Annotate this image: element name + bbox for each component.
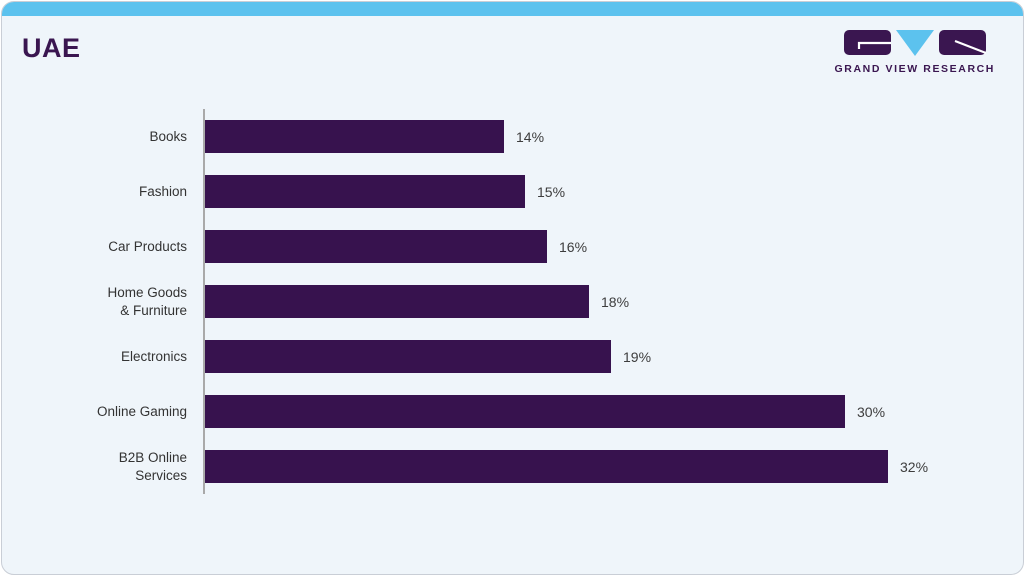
logo-g-block-icon (843, 30, 891, 55)
gvr-logo-marks (843, 30, 986, 56)
bar-row: Electronics 19% (22, 329, 1003, 384)
category-label: Books (149, 128, 187, 144)
bar-row: B2B Online Services 32% (22, 439, 1003, 494)
y-axis-line (203, 109, 205, 494)
category-label: Electronics (120, 348, 187, 364)
bar (205, 285, 589, 318)
bar-cell: 30% (203, 395, 1003, 428)
gvr-logo: GRAND VIEW RESEARCH (835, 30, 996, 75)
value-label: 19% (623, 348, 652, 365)
category-label: Online Gaming (96, 403, 187, 419)
header: UAE GRAND VIEW RESEARCH (2, 16, 1023, 75)
bar (205, 120, 504, 153)
bar-cell: 19% (203, 340, 1003, 373)
brand-name: GRAND VIEW RESEARCH (834, 63, 995, 75)
bar (205, 230, 547, 263)
bar-cell: 18% (203, 285, 1003, 318)
bar-cell: 32% (203, 450, 1003, 483)
category-label: Fashion (138, 183, 187, 199)
value-label: 16% (559, 238, 588, 255)
logo-r-block-icon (938, 30, 986, 55)
bar-cell: 15% (203, 175, 1003, 208)
bar-chart: Books 14% Fashion 15% Car Products 16% Home Go… (22, 109, 1003, 494)
chart-rows: Books 14% Fashion 15% Car Products 16% Home Go… (22, 109, 1003, 494)
value-label: 18% (601, 293, 630, 310)
bar-row: Home Goods & Furniture 18% (22, 274, 1003, 329)
bar (205, 340, 611, 373)
logo-v-triangle-icon (895, 30, 934, 56)
category-label: B2B Online Services (118, 449, 187, 483)
bar-cell: 14% (203, 120, 1003, 153)
value-label: 14% (516, 128, 545, 145)
accent-top-strip (2, 2, 1023, 16)
value-label: 32% (900, 458, 929, 475)
bar-cell: 16% (203, 230, 1003, 263)
bar (205, 395, 845, 428)
category-label: Car Products (108, 238, 187, 254)
bar (205, 175, 525, 208)
bar-row: Fashion 15% (22, 164, 1003, 219)
category-label: Home Goods & Furniture (107, 284, 187, 318)
bar (205, 450, 888, 483)
bar-row: Online Gaming 30% (22, 384, 1003, 439)
page-title: UAE (22, 33, 81, 63)
value-label: 15% (537, 183, 566, 200)
bar-row: Books 14% (22, 109, 1003, 164)
bar-row: Car Products 16% (22, 219, 1003, 274)
value-label: 30% (857, 403, 886, 420)
